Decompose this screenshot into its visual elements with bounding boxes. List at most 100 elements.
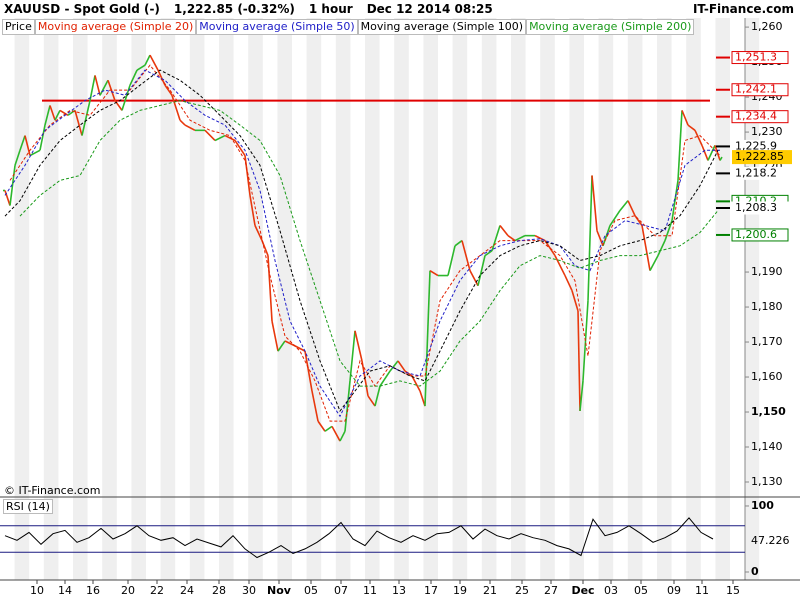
day-stripe <box>160 18 176 580</box>
x-tick-label: 30 <box>242 584 256 597</box>
day-stripe <box>686 18 701 580</box>
level-label: 1,218.2 <box>735 166 777 179</box>
rsi-line <box>4 517 714 559</box>
day-stripe <box>102 18 117 580</box>
current-price-box <box>732 150 792 165</box>
y-tick-label: 1,130 <box>751 475 783 488</box>
x-tick-label: 15 <box>726 584 740 597</box>
price-segment <box>234 140 246 156</box>
price-segment <box>214 134 226 142</box>
price-segment <box>304 350 313 392</box>
x-tick-label: 27 <box>544 584 558 597</box>
level-label: 1,225.9 <box>735 139 777 152</box>
price-segment <box>641 225 651 271</box>
rsi-tick-label: 0 <box>751 565 759 578</box>
y-tick-label: 1,140 <box>751 440 783 453</box>
day-stripe <box>219 18 234 580</box>
price-segment <box>49 105 56 121</box>
price-segment <box>136 64 146 71</box>
price-segment <box>454 239 463 247</box>
level-label: 1,251.3 <box>735 51 777 64</box>
price-segment <box>477 255 486 286</box>
price-segment <box>244 155 251 196</box>
price-segment <box>554 255 566 276</box>
x-tick-label: 07 <box>334 584 348 597</box>
moving-average <box>9 64 721 422</box>
price-segment <box>271 320 279 352</box>
price-segment <box>609 210 621 226</box>
price-segment <box>469 270 479 287</box>
price-segment <box>374 385 381 407</box>
price-segment <box>224 134 236 142</box>
day-stripe <box>335 18 351 580</box>
day-stripe <box>131 18 146 580</box>
price-segment <box>619 200 629 211</box>
x-tick-label: 10 <box>30 584 44 597</box>
quote: 1,222.85 (-0.32%) <box>173 2 295 16</box>
price-segment <box>664 220 673 241</box>
price-segment <box>149 54 159 71</box>
day-stripe <box>14 18 30 580</box>
price-segment <box>424 270 431 407</box>
level-box <box>731 51 789 65</box>
rsi-tick-label: 100 <box>751 499 774 512</box>
price-segment <box>491 225 501 251</box>
price-segment <box>294 345 306 352</box>
price-segment <box>461 240 471 271</box>
price-segment <box>4 190 11 206</box>
day-stripe <box>511 18 526 580</box>
x-tick-label: 20 <box>121 584 135 597</box>
price-segment <box>484 250 493 257</box>
price-segment <box>89 75 96 101</box>
price-segment <box>596 230 604 247</box>
price-segment <box>54 110 61 121</box>
y-tick-label: 1,170 <box>751 335 783 348</box>
x-tick-label: 11 <box>363 584 377 597</box>
price-segment <box>707 145 716 161</box>
day-stripe <box>452 18 468 580</box>
price-segment <box>171 95 181 121</box>
price-segment <box>587 175 593 301</box>
price-segment <box>411 375 421 392</box>
price-segment <box>81 100 91 136</box>
price-segment <box>19 135 26 151</box>
timestamp: Dec 12 2014 08:25 <box>366 2 493 16</box>
price-segment <box>671 180 679 221</box>
price-segment <box>379 370 391 387</box>
price-segment <box>121 84 131 111</box>
x-tick-label: 22 <box>150 584 164 597</box>
legend-entry: Moving average (Simple 200) <box>526 19 695 35</box>
level-box <box>731 83 789 97</box>
price-segment <box>564 275 573 291</box>
price-segment <box>354 330 363 362</box>
header: XAUUSD - Spot Gold (-) 1,222.85 (-0.32%)… <box>0 0 800 18</box>
price-segment <box>317 420 326 432</box>
price-segment <box>447 245 456 276</box>
moving-average <box>4 69 720 418</box>
day-stripe <box>598 18 614 580</box>
price-segment <box>367 395 376 407</box>
day-stripe <box>627 18 643 580</box>
x-tick-label: 16 <box>86 584 100 597</box>
price-segment <box>311 390 319 422</box>
day-stripe <box>189 18 205 580</box>
day-stripe <box>569 18 584 580</box>
price-segment <box>657 240 666 256</box>
symbol: XAUUSD - Spot Gold (-) <box>4 2 160 16</box>
x-tick-label: 11 <box>695 584 709 597</box>
x-tick-label: Nov <box>267 584 292 597</box>
price-segment <box>349 330 356 381</box>
price-segment <box>59 109 69 116</box>
level-label: 1,234.4 <box>735 110 777 123</box>
level-box <box>731 110 789 124</box>
x-tick-label: 13 <box>392 584 406 597</box>
price-segment <box>204 129 216 142</box>
day-stripe <box>540 18 555 580</box>
price-segment <box>277 340 286 352</box>
price-segment <box>254 225 263 241</box>
price-segment <box>179 119 186 126</box>
x-tick-label: 25 <box>515 584 529 597</box>
x-tick-label: 05 <box>304 584 318 597</box>
